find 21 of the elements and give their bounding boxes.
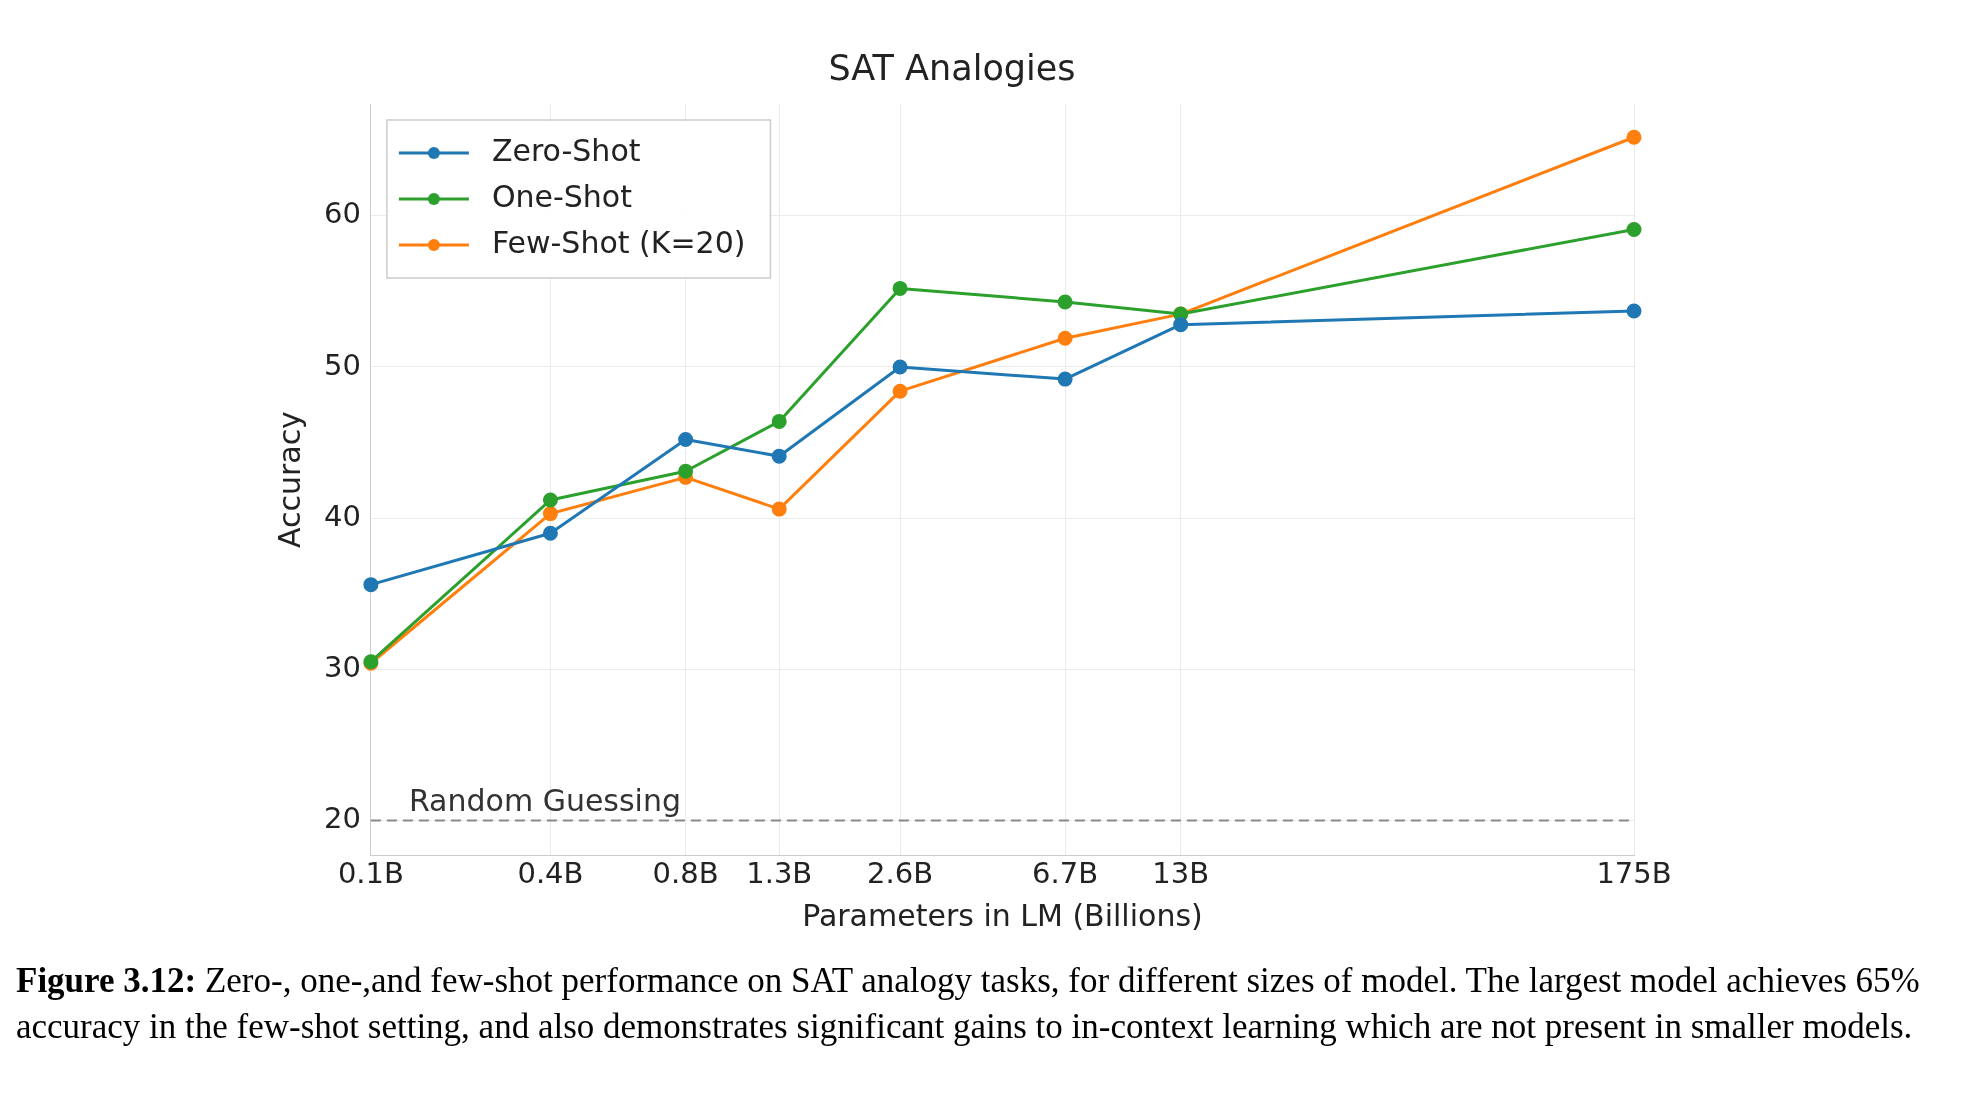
x-tick-label: 13B <box>1152 856 1210 891</box>
x-tick-label: 175B <box>1596 856 1672 891</box>
legend-label: Zero-Shot <box>491 132 641 168</box>
y-tick-label: 20 <box>324 800 361 835</box>
caption: Figure 3.12: Zero-, one-,and few-shot performance on SAT analogy tasks, for different sizes of model. The largest model achieves 65% accuracy in the few-shot setting, and also demonstrates significant gains to in-context learning which are not present in smaller models. <box>16 960 1921 1048</box>
legend-label: One-Shot <box>491 178 633 214</box>
x-tick-label: 0.8B <box>652 856 719 891</box>
y-tick-label: 40 <box>324 498 361 533</box>
y-tick-label: 30 <box>324 649 361 684</box>
x-axis-title: Parameters in LM (Billions) <box>802 897 1203 933</box>
y-tick-label: 50 <box>324 347 361 382</box>
ref-line-label: Random Guessing <box>408 783 682 819</box>
legend-label: Few-Shot (K=20) <box>491 224 746 260</box>
x-tick-label: 1.3B <box>746 856 813 891</box>
x-tick-label: 0.1B <box>337 856 404 891</box>
x-tick-label: 2.6B <box>867 856 934 891</box>
x-tick-label: 0.4B <box>517 856 584 891</box>
y-tick-label: 60 <box>324 196 361 231</box>
y-axis-title: Accuracy <box>271 411 307 549</box>
x-tick-label: 6.7B <box>1032 856 1099 891</box>
chart-title: SAT Analogies <box>828 48 1076 89</box>
